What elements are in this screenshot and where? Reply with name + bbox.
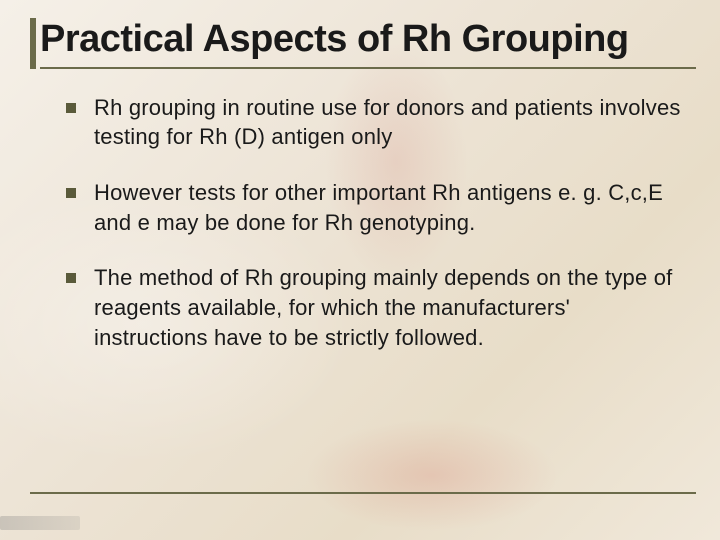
bullet-item: However tests for other important Rh ant… <box>66 178 688 237</box>
bullet-text: However tests for other important Rh ant… <box>94 178 688 237</box>
bullet-text: Rh grouping in routine use for donors an… <box>94 93 688 152</box>
title-block: Practical Aspects of Rh Grouping <box>30 18 696 69</box>
square-bullet-icon <box>66 273 76 283</box>
content-area: Rh grouping in routine use for donors an… <box>30 89 696 353</box>
slide-container: Practical Aspects of Rh Grouping Rh grou… <box>0 0 720 540</box>
bottom-divider <box>30 492 696 494</box>
bullet-text: The method of Rh grouping mainly depends… <box>94 263 688 352</box>
slide-title: Practical Aspects of Rh Grouping <box>40 18 696 61</box>
square-bullet-icon <box>66 103 76 113</box>
square-bullet-icon <box>66 188 76 198</box>
bullet-item: The method of Rh grouping mainly depends… <box>66 263 688 352</box>
bullet-item: Rh grouping in routine use for donors an… <box>66 93 688 152</box>
title-underline: Practical Aspects of Rh Grouping <box>40 18 696 69</box>
watermark-badge <box>0 516 80 530</box>
